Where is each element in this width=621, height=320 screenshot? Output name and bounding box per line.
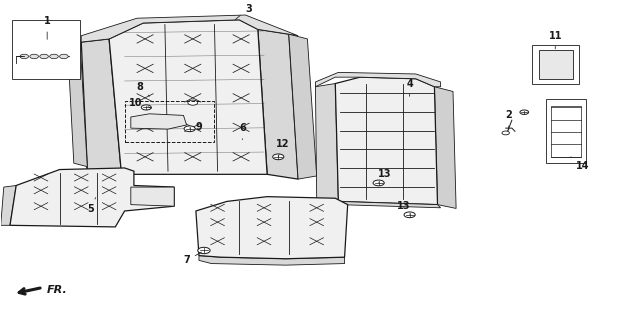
Text: 13: 13 (378, 169, 392, 182)
Bar (538, 50, 573, 79)
Text: 5: 5 (87, 198, 96, 214)
Bar (12, 20, 80, 79)
Polygon shape (335, 77, 438, 204)
Text: 10: 10 (129, 98, 152, 108)
Polygon shape (109, 20, 267, 174)
Polygon shape (289, 34, 317, 179)
Circle shape (142, 105, 152, 110)
Polygon shape (81, 15, 298, 42)
Text: 2: 2 (505, 110, 512, 130)
Polygon shape (1, 186, 16, 225)
Polygon shape (435, 87, 456, 208)
Circle shape (502, 131, 509, 135)
Text: 12: 12 (276, 139, 289, 157)
Polygon shape (196, 197, 348, 259)
Circle shape (273, 154, 284, 160)
Text: 4: 4 (406, 78, 413, 96)
Polygon shape (199, 256, 345, 265)
Polygon shape (68, 41, 88, 170)
Polygon shape (315, 84, 338, 201)
Polygon shape (81, 39, 122, 174)
Text: 8: 8 (137, 82, 150, 96)
Polygon shape (338, 201, 441, 208)
Polygon shape (10, 168, 174, 227)
Text: 14: 14 (571, 157, 590, 172)
Polygon shape (131, 187, 174, 206)
Circle shape (50, 54, 58, 59)
Bar (125, 101, 214, 142)
Polygon shape (131, 114, 186, 129)
Bar (551, 106, 581, 157)
Circle shape (373, 180, 384, 186)
Bar (532, 45, 579, 84)
Circle shape (30, 54, 39, 59)
Text: 7: 7 (183, 252, 201, 265)
Text: 13: 13 (397, 201, 410, 214)
Circle shape (188, 100, 197, 105)
Text: 6: 6 (239, 123, 246, 140)
Circle shape (520, 110, 528, 115)
Text: 1: 1 (44, 16, 50, 39)
Circle shape (197, 247, 210, 254)
Text: 3: 3 (235, 4, 252, 20)
Circle shape (184, 126, 195, 132)
Text: 9: 9 (189, 122, 202, 132)
Circle shape (40, 54, 48, 59)
Circle shape (404, 212, 415, 218)
Polygon shape (315, 72, 441, 87)
Polygon shape (258, 29, 298, 179)
Bar (546, 100, 586, 163)
Circle shape (60, 54, 68, 59)
Circle shape (20, 54, 29, 59)
Text: 11: 11 (548, 31, 562, 49)
Text: FR.: FR. (47, 285, 68, 295)
